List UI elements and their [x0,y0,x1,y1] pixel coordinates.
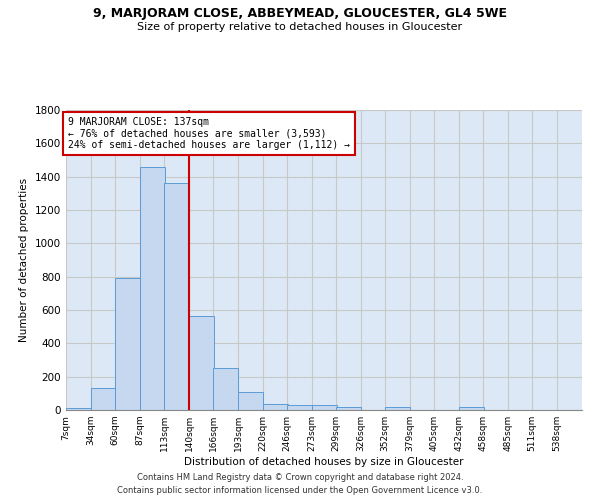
X-axis label: Distribution of detached houses by size in Gloucester: Distribution of detached houses by size … [184,457,464,467]
Bar [336,407,361,410]
Bar [459,407,484,410]
Bar [66,408,91,410]
Bar [263,404,288,410]
Text: Size of property relative to detached houses in Gloucester: Size of property relative to detached ho… [137,22,463,32]
Text: Contains HM Land Registry data © Crown copyright and database right 2024.
Contai: Contains HM Land Registry data © Crown c… [118,474,482,495]
Bar [189,316,214,410]
Bar [115,278,140,410]
Bar [164,184,189,410]
Bar [238,392,263,410]
Bar [213,368,238,410]
Y-axis label: Number of detached properties: Number of detached properties [19,178,29,342]
Bar [91,388,116,410]
Text: 9, MARJORAM CLOSE, ABBEYMEAD, GLOUCESTER, GL4 5WE: 9, MARJORAM CLOSE, ABBEYMEAD, GLOUCESTER… [93,8,507,20]
Text: 9 MARJORAM CLOSE: 137sqm
← 76% of detached houses are smaller (3,593)
24% of sem: 9 MARJORAM CLOSE: 137sqm ← 76% of detach… [68,116,350,150]
Bar [385,407,410,410]
Bar [287,406,312,410]
Bar [140,166,165,410]
Bar [312,406,337,410]
